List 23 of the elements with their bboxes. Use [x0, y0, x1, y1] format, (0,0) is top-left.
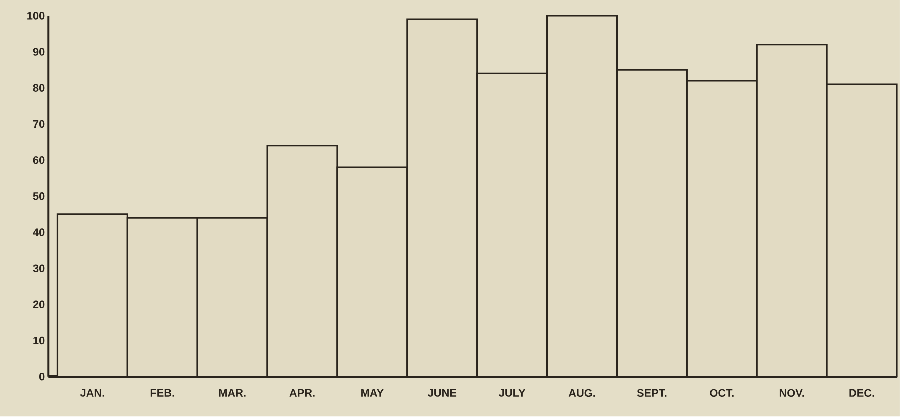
y-tick-label: 30	[33, 264, 45, 273]
x-tick-label: OCT.	[710, 389, 734, 398]
y-tick-label: 60	[33, 156, 45, 164]
y-tick-label: 90	[33, 48, 45, 56]
x-tick-label: APR.	[290, 389, 315, 397]
y-tick-label: 0	[39, 373, 45, 381]
x-tick-label: AUG.	[568, 389, 596, 398]
x-tick-label: FEB.	[150, 389, 174, 397]
y-tick-label: 20	[33, 300, 45, 309]
x-tick-label: JUNE	[428, 389, 457, 398]
x-tick-label: JULY	[499, 389, 526, 398]
x-tick-label: MAY	[362, 389, 384, 397]
y-tick-label: 80	[33, 84, 45, 92]
y-tick-label: 70	[33, 120, 45, 128]
x-tick-label: NOV.	[780, 389, 804, 398]
x-tick-label: SEPT.	[637, 389, 667, 398]
y-tick-label: 10	[34, 337, 45, 345]
x-tick-label: DEC.	[850, 389, 874, 398]
x-tick-label: JAN.	[80, 389, 104, 398]
y-tick-label: 100	[28, 12, 45, 20]
y-tick-label: 50	[33, 192, 45, 200]
y-tick-label: 40	[33, 228, 45, 236]
x-tick-label: MAR.	[219, 389, 246, 397]
